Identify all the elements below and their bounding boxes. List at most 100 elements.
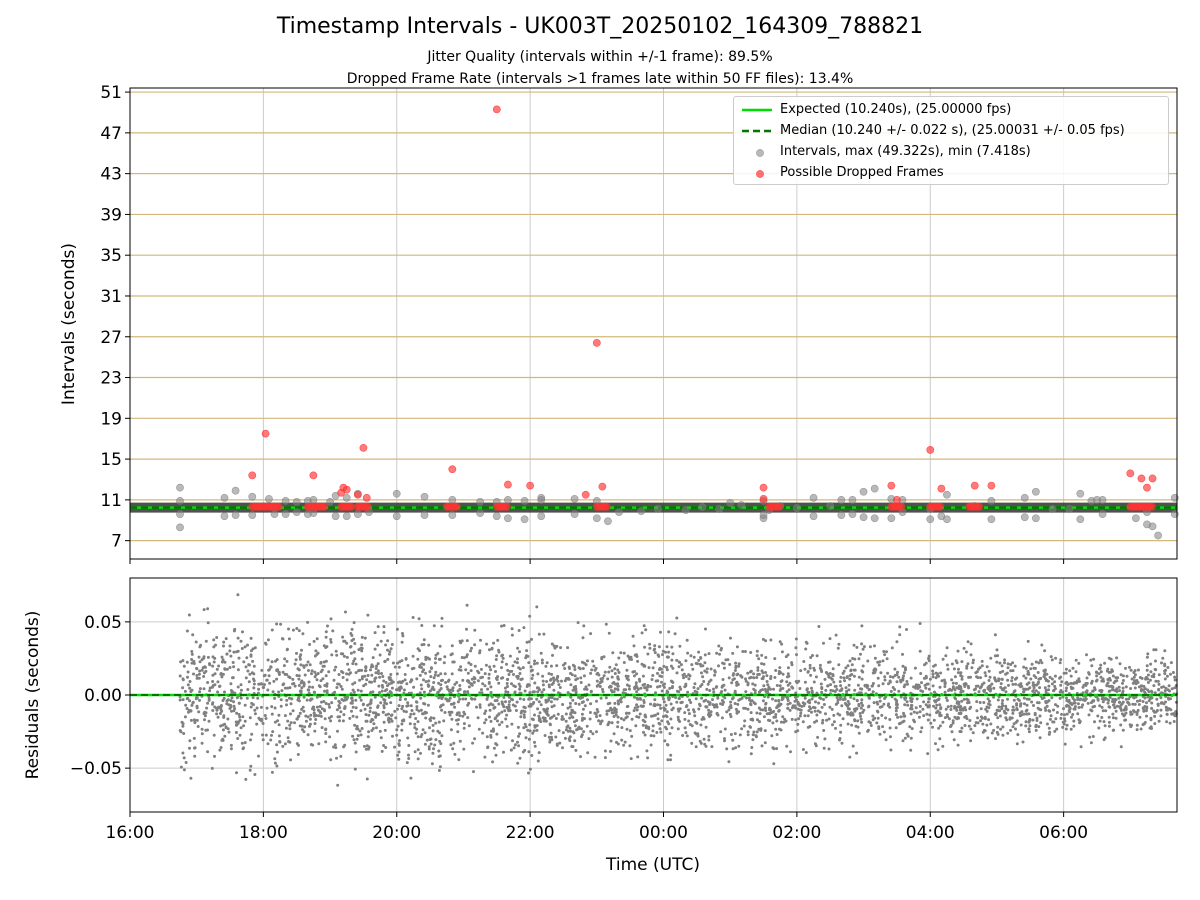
residual-point: [220, 738, 224, 742]
residual-point: [178, 698, 182, 702]
residual-point: [804, 751, 808, 755]
residual-point: [1132, 675, 1136, 679]
residual-point: [666, 720, 670, 724]
residual-point: [1058, 690, 1062, 694]
residual-point: [947, 717, 951, 721]
residual-point: [885, 657, 889, 661]
residual-point: [488, 715, 491, 719]
residual-point: [861, 664, 865, 668]
residual-point: [206, 621, 210, 625]
dropped-frame-point: [937, 484, 946, 493]
residual-point: [326, 624, 329, 628]
residual-point: [373, 679, 377, 683]
residual-point: [533, 662, 536, 666]
residual-point: [446, 679, 450, 683]
residual-point: [391, 661, 395, 665]
residual-point: [775, 747, 779, 751]
residual-point: [694, 697, 698, 701]
residual-point: [344, 610, 347, 614]
dropped-frame-point: [347, 502, 356, 511]
residual-point: [1144, 676, 1148, 679]
residual-point: [533, 659, 537, 663]
residual-point: [659, 706, 663, 710]
residual-point: [1159, 701, 1163, 705]
residual-point: [899, 715, 903, 719]
residual-point: [329, 640, 333, 644]
residual-point: [575, 719, 579, 722]
interval-point: [943, 490, 951, 499]
residual-point: [320, 668, 324, 672]
residual-point: [330, 701, 334, 705]
residual-point: [658, 722, 662, 726]
top-y-tick-label: 43: [100, 165, 122, 185]
residual-point: [959, 687, 963, 691]
residual-point: [1144, 709, 1148, 713]
residual-point: [302, 682, 306, 686]
residual-point: [636, 659, 640, 663]
residual-point: [722, 662, 726, 666]
residual-point: [310, 672, 313, 676]
residual-point: [749, 718, 753, 721]
residual-point: [1054, 717, 1058, 721]
residual-point: [288, 723, 292, 727]
residual-point: [449, 728, 453, 732]
residual-point: [861, 647, 865, 651]
residual-point: [577, 725, 581, 729]
top-y-tick-label: 23: [100, 369, 122, 389]
residual-point: [422, 678, 425, 682]
residual-point: [836, 701, 840, 705]
residual-point: [350, 701, 354, 705]
residual-point: [606, 702, 610, 706]
residual-point: [483, 721, 487, 725]
residual-point: [429, 742, 433, 746]
interval-point: [292, 508, 301, 517]
residual-point: [1137, 685, 1141, 689]
residual-point: [569, 711, 573, 715]
residual-point: [371, 690, 375, 694]
x-tick-label: 06:00: [1039, 823, 1088, 843]
residual-point: [181, 686, 185, 690]
residual-point: [423, 710, 427, 714]
residual-point: [1157, 719, 1161, 723]
residual-point: [658, 684, 662, 688]
residual-point: [656, 671, 659, 675]
residual-point: [746, 730, 750, 734]
residual-point: [542, 688, 546, 692]
residual-point: [561, 746, 564, 750]
residual-point: [764, 701, 768, 705]
residual-point: [1045, 678, 1049, 682]
residual-point: [423, 742, 427, 746]
residual-point: [694, 661, 698, 665]
residual-point: [823, 677, 827, 681]
residual-point: [821, 721, 824, 725]
residual-point: [1157, 682, 1161, 686]
residual-point: [316, 708, 320, 712]
residual-point: [1168, 689, 1171, 693]
residual-point: [544, 664, 548, 668]
residual-point: [550, 672, 554, 676]
interval-point: [887, 514, 896, 523]
residual-point: [682, 672, 686, 676]
residual-point: [1111, 712, 1115, 716]
residual-point: [1115, 656, 1119, 660]
residual-point: [389, 647, 393, 651]
residual-point: [270, 733, 273, 737]
residual-point: [1001, 704, 1005, 708]
residual-point: [860, 720, 864, 724]
residual-point: [459, 665, 463, 669]
residual-point: [494, 670, 497, 673]
residual-point: [519, 715, 523, 719]
residual-point: [779, 702, 783, 706]
residual-point: [644, 628, 648, 632]
residual-point: [376, 625, 380, 629]
residual-point: [189, 776, 193, 780]
residual-point: [1126, 701, 1130, 705]
residual-point: [751, 733, 755, 737]
residual-point: [744, 690, 748, 694]
residual-point: [314, 714, 318, 717]
residual-point: [885, 650, 888, 654]
residual-point: [684, 675, 688, 678]
residual-point: [1026, 639, 1030, 643]
residual-point: [633, 687, 637, 691]
residual-point: [1172, 712, 1176, 716]
